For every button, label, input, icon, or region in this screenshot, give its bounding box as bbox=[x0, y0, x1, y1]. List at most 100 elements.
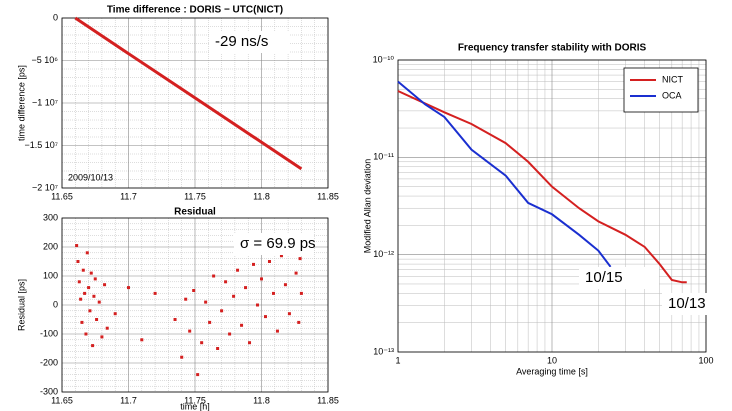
x-tick-label: 11.8 bbox=[253, 395, 270, 405]
data-point bbox=[140, 338, 144, 342]
data-point bbox=[79, 297, 83, 301]
data-point bbox=[113, 312, 117, 316]
y-tick-label: -100 bbox=[40, 328, 58, 338]
x-tick-label: 1 bbox=[395, 355, 400, 365]
plot-frame bbox=[397, 59, 707, 353]
data-point bbox=[224, 280, 228, 284]
data-point bbox=[88, 309, 92, 313]
annotation: 10/13 bbox=[668, 295, 706, 312]
x-tick-label: 11.7 bbox=[120, 395, 137, 405]
y-tick-label: -300 bbox=[40, 386, 58, 396]
data-point bbox=[76, 260, 80, 263]
y-tick-label: -200 bbox=[40, 357, 58, 367]
y-tick-label: 100 bbox=[43, 270, 58, 280]
data-point bbox=[252, 262, 256, 266]
y-tick-label: −2 10⁷ bbox=[32, 182, 58, 192]
chart-title: Frequency transfer stability with DORIS bbox=[458, 43, 647, 54]
data-point bbox=[263, 315, 267, 319]
data-point bbox=[279, 254, 283, 258]
legend-label: OCA bbox=[662, 90, 682, 100]
data-point bbox=[153, 291, 157, 295]
data-point bbox=[127, 286, 130, 290]
data-point bbox=[92, 294, 96, 298]
annotation: 10/15 bbox=[585, 269, 623, 286]
x-tick-label: 11.8 bbox=[253, 191, 270, 201]
y-tick-label: 10⁻¹⁰ bbox=[373, 54, 395, 64]
data-point bbox=[271, 291, 275, 295]
data-point bbox=[95, 318, 99, 321]
y-tick-label: 0 bbox=[53, 12, 58, 22]
data-point bbox=[232, 294, 236, 298]
data-point bbox=[248, 341, 252, 345]
x-tick-label: 11.75 bbox=[184, 191, 206, 201]
data-point bbox=[84, 332, 88, 336]
x-tick-label: 11.85 bbox=[317, 395, 339, 405]
annotation-bg bbox=[662, 293, 732, 315]
data-point bbox=[275, 329, 279, 333]
x-tick-label: 10 bbox=[547, 355, 557, 365]
chart-title: Residual bbox=[174, 207, 216, 218]
y-axis-label: Modified Allan deviation bbox=[362, 159, 372, 254]
x-tick-label: 11.65 bbox=[51, 395, 73, 405]
data-point bbox=[297, 320, 301, 324]
data-point bbox=[208, 320, 212, 324]
data-point bbox=[105, 326, 109, 330]
y-axis-label: Residual [ps] bbox=[16, 279, 26, 331]
data-point bbox=[212, 274, 216, 278]
x-axis-label: Averaging time [s] bbox=[516, 366, 588, 376]
y-tick-label: 300 bbox=[43, 212, 58, 222]
plot-frame bbox=[61, 217, 329, 393]
data-point bbox=[228, 332, 232, 336]
y-axis-label: time difference [ps] bbox=[16, 65, 26, 141]
data-point bbox=[75, 244, 79, 248]
data-point bbox=[173, 318, 177, 321]
annotation: -29 ns/s bbox=[215, 33, 268, 50]
x-tick-label: 100 bbox=[698, 355, 713, 365]
data-point bbox=[283, 283, 287, 287]
data-point bbox=[83, 291, 87, 295]
y-tick-label: 10⁻¹³ bbox=[373, 346, 394, 356]
y-tick-label: 10⁻¹² bbox=[373, 249, 394, 259]
data-point bbox=[294, 271, 298, 275]
data-point bbox=[184, 297, 188, 301]
data-point bbox=[204, 300, 208, 304]
annotation-bg bbox=[579, 267, 659, 289]
annotation-bg bbox=[234, 233, 314, 255]
y-tick-label: −1 10⁷ bbox=[32, 97, 58, 107]
data-point bbox=[192, 289, 196, 292]
data-point bbox=[216, 347, 220, 350]
data-line bbox=[397, 80, 612, 268]
data-point bbox=[260, 277, 263, 281]
annotation: 2009/10/13 bbox=[68, 172, 113, 182]
data-point bbox=[180, 355, 184, 359]
data-point bbox=[85, 251, 89, 255]
y-tick-label: −1.5 10⁷ bbox=[24, 140, 58, 150]
data-point bbox=[240, 323, 244, 327]
data-point bbox=[298, 257, 302, 261]
x-tick-label: 11.75 bbox=[184, 395, 206, 405]
plot-frame bbox=[61, 17, 329, 189]
data-point bbox=[97, 300, 101, 304]
data-point bbox=[80, 320, 84, 324]
chart-title: Time difference : DORIS − UTC(NICT) bbox=[107, 5, 283, 16]
y-tick-label: 200 bbox=[43, 241, 58, 251]
x-tick-label: 11.65 bbox=[51, 191, 73, 201]
data-point bbox=[87, 286, 91, 290]
x-tick-label: 11.85 bbox=[317, 191, 339, 201]
x-tick-label: 11.7 bbox=[120, 191, 137, 201]
data-point bbox=[81, 268, 85, 272]
y-tick-label: 0 bbox=[53, 299, 58, 309]
data-point bbox=[287, 312, 291, 316]
data-point bbox=[91, 344, 95, 348]
data-point bbox=[244, 286, 248, 290]
annotation-bg bbox=[209, 31, 289, 53]
data-point bbox=[77, 280, 81, 284]
data-point bbox=[220, 309, 224, 313]
data-point bbox=[103, 283, 107, 287]
data-point bbox=[267, 260, 271, 263]
y-tick-label: −5 10⁶ bbox=[32, 55, 59, 65]
x-axis-label: time [h] bbox=[180, 401, 210, 411]
annotation: σ = 69.9 ps bbox=[240, 235, 316, 252]
legend-label: NICT bbox=[662, 74, 683, 84]
